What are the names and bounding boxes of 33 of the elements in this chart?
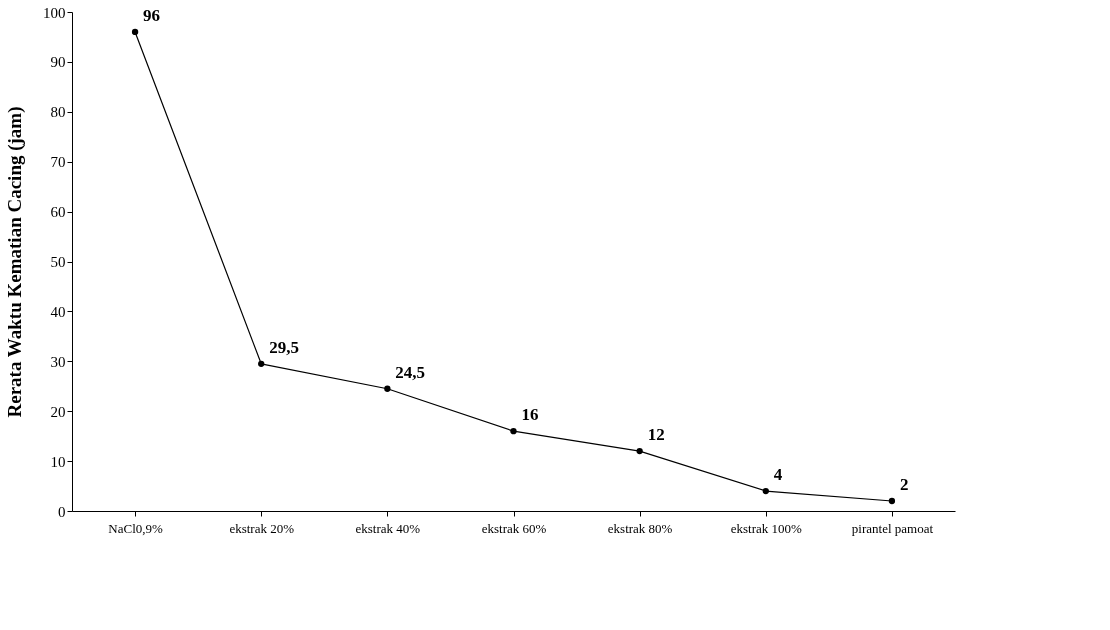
data-label: 16 bbox=[521, 405, 539, 425]
y-tick-label: 10 bbox=[50, 453, 66, 470]
data-label: 96 bbox=[143, 5, 161, 25]
y-tick-label: 30 bbox=[50, 353, 66, 370]
y-tick-label: 60 bbox=[50, 204, 66, 221]
y-tick-label: 50 bbox=[50, 254, 66, 270]
point bbox=[510, 428, 517, 435]
y-tick-label: 100 bbox=[43, 4, 66, 21]
x-tick-label: ekstrak 80% bbox=[607, 520, 673, 536]
data-label: 24,5 bbox=[395, 362, 426, 382]
x-tick-label: ekstrak 100% bbox=[730, 520, 803, 536]
point bbox=[762, 487, 769, 495]
y-tick-label: 90 bbox=[50, 54, 66, 71]
data-label: 4 bbox=[773, 465, 783, 485]
data-label: 2 bbox=[899, 475, 909, 495]
x-tick-label: ekstrak 60% bbox=[481, 520, 547, 536]
data-label: 12 bbox=[647, 425, 665, 445]
x-tick-label: pirantel pamoat bbox=[851, 520, 934, 536]
data-label: 29,5 bbox=[269, 337, 299, 357]
y-tick-label: 80 bbox=[50, 104, 66, 121]
x-tick-label: NaCl0,9% bbox=[108, 520, 163, 536]
point bbox=[258, 360, 265, 367]
point bbox=[888, 497, 896, 505]
point bbox=[636, 447, 643, 455]
y-tick-label: 40 bbox=[50, 303, 66, 320]
point bbox=[384, 385, 391, 392]
x-tick-label: ekstrak 40% bbox=[355, 520, 421, 536]
y-tick-label: 0 bbox=[58, 503, 66, 520]
y-tick-label: 20 bbox=[50, 403, 66, 420]
x-tick-label: ekstrak 20% bbox=[229, 520, 295, 536]
y-tick-label: 70 bbox=[50, 154, 66, 171]
point bbox=[131, 28, 139, 36]
y-axis-title: Rerata Waktu Kematian Cacing (jam) bbox=[4, 106, 26, 418]
